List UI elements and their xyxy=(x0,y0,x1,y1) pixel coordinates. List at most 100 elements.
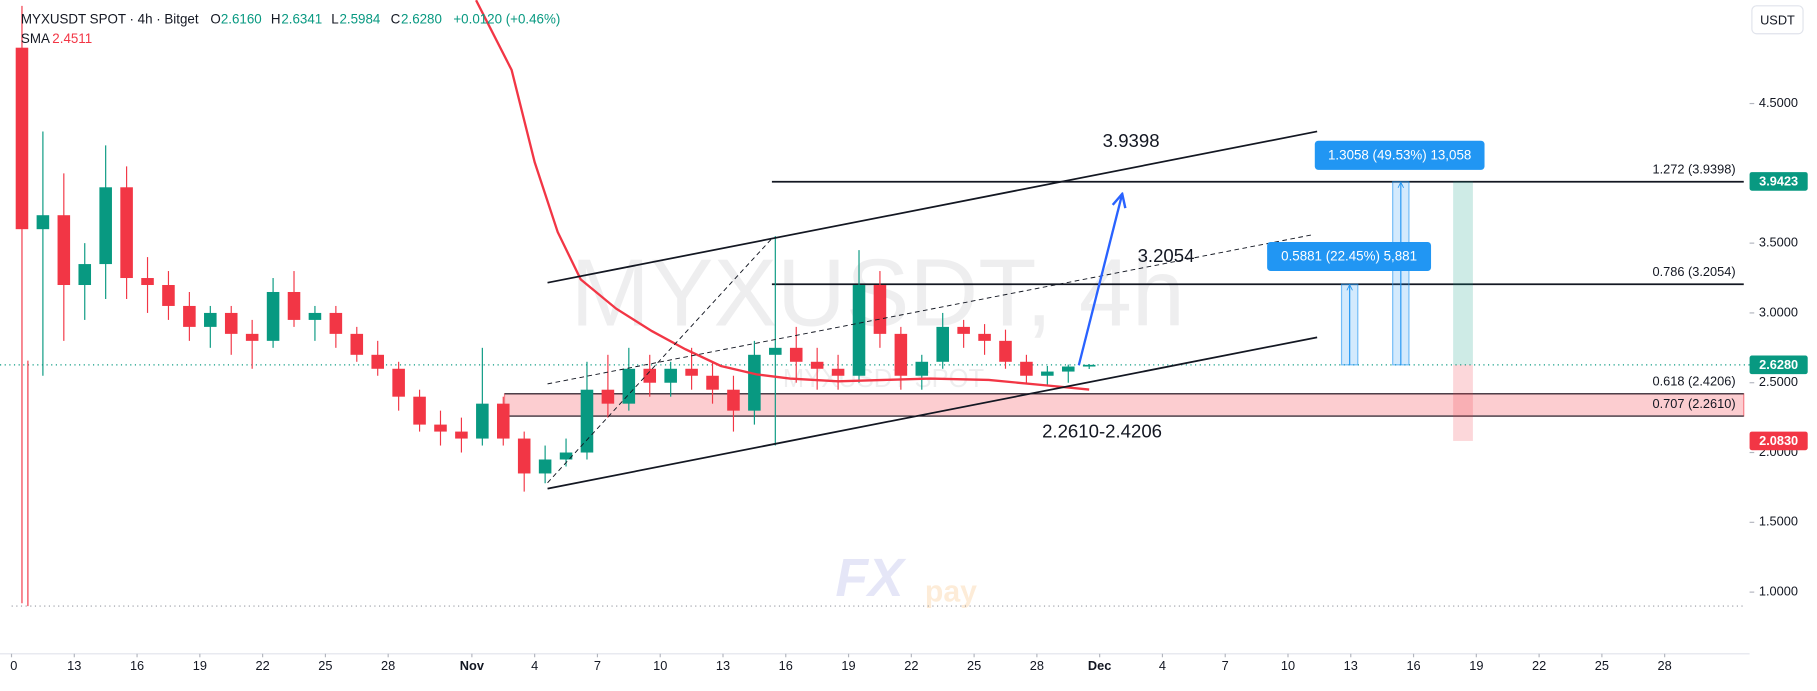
y-tick-label: 1.0000 xyxy=(1759,583,1798,598)
fib-label: 0.618 (2.4206) xyxy=(1653,374,1736,389)
price-label: 3.9423 xyxy=(1759,173,1798,188)
x-tick-label: 19 xyxy=(841,658,855,673)
candle-body xyxy=(329,312,343,334)
candle-body xyxy=(496,403,510,439)
candle-body xyxy=(1082,364,1096,367)
x-tick-label: 10 xyxy=(653,658,667,673)
candle-body xyxy=(769,347,782,355)
candle-body xyxy=(224,312,238,334)
x-tick-label: Nov xyxy=(460,658,485,673)
price-label: 2.6280 xyxy=(1759,357,1798,372)
x-tick-label: 13 xyxy=(67,658,81,673)
x-tick-label: 22 xyxy=(256,658,270,673)
ohlc-value: 2.5984 xyxy=(339,11,380,26)
x-tick-label: 7 xyxy=(594,658,601,673)
candle-body xyxy=(434,424,447,432)
candle-body xyxy=(748,354,761,411)
target-label: 3.2054 xyxy=(1138,245,1195,266)
zone-label: 2.2610-2.4206 xyxy=(1042,421,1162,442)
x-tick-label: 0 xyxy=(10,658,17,673)
under-layer xyxy=(0,180,1750,417)
candle-body xyxy=(1020,361,1033,376)
ohlc-key: L xyxy=(331,11,338,26)
marks-layer xyxy=(15,0,1096,604)
measure-box xyxy=(1267,241,1432,272)
y-tick-label: 3.5000 xyxy=(1759,235,1798,250)
candle-body xyxy=(957,326,970,334)
measure-label: 0.5881 (22.45%) 5,881 xyxy=(1281,249,1417,264)
x-tick-label: 28 xyxy=(1030,658,1044,673)
price-label: 2.0830 xyxy=(1759,433,1798,448)
x-tick-label: 25 xyxy=(967,658,981,673)
x-tick-label: 13 xyxy=(716,658,730,673)
x-tick-label: 25 xyxy=(318,658,332,673)
price-label-box xyxy=(1749,172,1808,191)
logo-main: FX xyxy=(835,549,907,608)
x-tick-label: 22 xyxy=(904,658,918,673)
candle-body xyxy=(183,305,196,327)
candle-body xyxy=(517,438,531,474)
candle-body xyxy=(538,459,552,474)
ohlc-value: 2.6160 xyxy=(221,11,262,26)
candle-body xyxy=(1041,371,1054,376)
fib-label: 1.272 (3.9398) xyxy=(1653,161,1736,176)
y-tick-label: 4.5000 xyxy=(1759,95,1798,110)
ohlc-value: 2.6341 xyxy=(281,11,322,26)
x-tick-label: 13 xyxy=(1344,658,1358,673)
candle-body xyxy=(685,368,698,376)
candle-body xyxy=(476,403,489,439)
candle-body xyxy=(162,285,175,306)
candle-body xyxy=(601,389,615,404)
price-label-box xyxy=(1749,355,1808,375)
candle-body xyxy=(789,347,803,362)
position-loss xyxy=(1453,364,1473,441)
over-layer: 1.272 (3.9398) 0.786 (3.2054) 0.618 (2.420… xyxy=(1267,140,1736,441)
x-tick-label: Dec xyxy=(1088,658,1111,673)
ohlc-key: O xyxy=(210,11,220,26)
candle-body xyxy=(1061,366,1075,372)
x-tick-label: 19 xyxy=(193,658,207,673)
measure-label: 1.3058 (49.53%) 13,058 xyxy=(1328,147,1471,162)
candle-body xyxy=(141,278,154,286)
currency-button[interactable] xyxy=(1751,5,1804,35)
candle-body xyxy=(120,187,133,279)
candle-body xyxy=(999,340,1012,362)
candle-body xyxy=(978,333,991,341)
candle-body xyxy=(622,368,636,404)
candle-body xyxy=(559,452,573,460)
legend-entry: SMA xyxy=(21,31,50,46)
change: +0.0120 (+0.46%) xyxy=(453,11,560,26)
x-tick-label: 10 xyxy=(1281,658,1295,673)
measure-box xyxy=(1314,140,1485,170)
x-tick-label: 25 xyxy=(1595,658,1609,673)
candle-body xyxy=(392,368,405,397)
candle-body xyxy=(643,368,657,383)
logo-sub: pay xyxy=(925,575,977,608)
candle-body xyxy=(727,389,740,411)
candle-body xyxy=(455,431,468,439)
candle-body xyxy=(413,396,426,425)
currency[interactable]: USDT xyxy=(1760,12,1795,27)
target-label: 3.9398 xyxy=(1103,130,1160,151)
x-tick-label: 28 xyxy=(381,658,395,673)
y-tick-label: 2.5000 xyxy=(1759,374,1798,389)
candle-body xyxy=(936,326,949,362)
candle-body xyxy=(873,285,887,334)
position-profit xyxy=(1453,181,1473,365)
candle-body xyxy=(57,215,71,286)
candle-body xyxy=(245,333,259,341)
axis-layer: 1.00001.50002.00002.50003.00003.50004.50… xyxy=(10,95,1808,673)
price-label-box xyxy=(1749,431,1808,451)
candle-body xyxy=(664,368,677,383)
x-tick-label: 16 xyxy=(779,658,793,673)
candle-body xyxy=(580,389,594,453)
channel-upper xyxy=(547,130,1318,284)
candle-body xyxy=(99,187,112,265)
x-tick-label: 7 xyxy=(1222,658,1229,673)
fib-label: 0.707 (2.2610) xyxy=(1653,396,1736,411)
candle-body xyxy=(78,264,92,286)
x-tick-label: 16 xyxy=(1406,658,1420,673)
